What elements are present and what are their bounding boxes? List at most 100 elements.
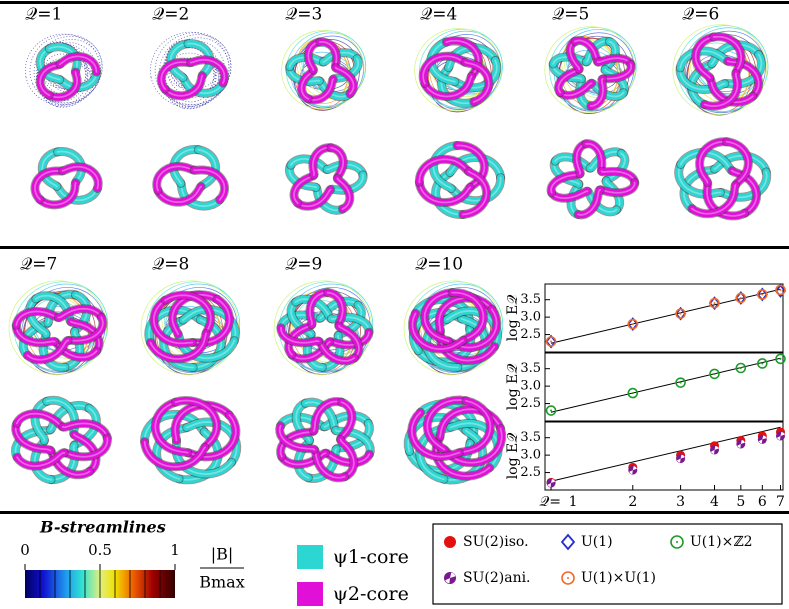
marker-dot [676, 541, 678, 543]
knot-tube [566, 37, 583, 73]
knot-highlight [577, 189, 602, 216]
knot-tube [141, 438, 209, 471]
knot-tube [45, 68, 81, 101]
plot-frame [544, 352, 784, 422]
panel-label: 𝒬=7 [20, 255, 57, 275]
streamline [544, 26, 636, 114]
knot-tube [680, 165, 719, 213]
x-tick-label: 3 [676, 494, 685, 510]
marker-dot [779, 357, 782, 360]
knot-tube [288, 338, 334, 363]
knot-tube [451, 56, 501, 92]
marker-dot [713, 372, 716, 375]
knot-tube [432, 169, 467, 218]
marker-diamond [735, 291, 747, 305]
marker-ring [545, 405, 557, 416]
x-tick-label: 1 [569, 494, 578, 510]
x-tick-label: 2 [628, 494, 637, 510]
knot-highlight [189, 58, 226, 84]
knot-tube [304, 75, 337, 104]
knot-highlight [61, 165, 100, 190]
plot-frame [544, 421, 784, 491]
knot [30, 147, 103, 210]
marker [676, 454, 686, 464]
knot-tube [421, 72, 475, 101]
knot-highlight [307, 448, 338, 480]
marker [675, 377, 686, 388]
marker-dot [739, 366, 742, 369]
knot-tube [309, 144, 335, 179]
knot-tube [154, 183, 205, 206]
marker-dot [631, 323, 634, 326]
x-axis-label: 𝒬= [539, 494, 561, 510]
y-tick-label: 2.5 [520, 465, 541, 480]
knot-tube [151, 398, 192, 457]
knot [675, 32, 766, 111]
knot-highlight [295, 402, 311, 442]
marker [756, 287, 768, 302]
knot [284, 143, 368, 215]
streamline [672, 24, 768, 115]
marker-wedge [762, 435, 767, 440]
marker [757, 289, 768, 300]
knot-highlight [34, 400, 48, 442]
knot-highlight [164, 294, 212, 335]
marker-wedge [776, 435, 781, 440]
marker-wedge [737, 443, 741, 449]
knot-highlight [703, 72, 739, 107]
knot-highlight [280, 452, 327, 466]
marker-ring [735, 292, 747, 304]
marker-dot [550, 409, 553, 412]
knot-highlight [589, 78, 604, 107]
knot-highlight [152, 299, 194, 345]
knot [35, 42, 101, 102]
knot-tube [427, 38, 459, 86]
marker-dot [739, 296, 742, 299]
top-rule [0, 1, 789, 4]
streamline [33, 35, 103, 104]
marker [710, 445, 720, 455]
knot-tube [419, 52, 469, 88]
knot-highlight [312, 400, 343, 432]
knot-tube [292, 399, 313, 444]
knot-highlight [278, 424, 316, 451]
marker-diamond [708, 296, 721, 311]
knot-tube [442, 37, 483, 80]
knot-highlight [679, 151, 733, 172]
knot [140, 395, 242, 485]
legend-label: SU(2)iso. [463, 534, 529, 550]
knot-highlight [309, 291, 329, 326]
panel-label: 𝒬=6 [682, 5, 719, 25]
knot-tube [594, 54, 635, 68]
knot-highlight [143, 440, 206, 468]
knot-highlight [411, 312, 465, 350]
marker [708, 296, 721, 311]
knot-highlight [339, 438, 355, 478]
marker-dot [567, 577, 569, 579]
knot-tube [321, 411, 372, 431]
knot-tube [310, 397, 346, 435]
knot-highlight [445, 39, 480, 78]
colorbar-label-num: |B| [211, 545, 234, 564]
knot-highlight [155, 165, 195, 192]
streamline [37, 42, 87, 101]
knot-highlight [679, 67, 726, 91]
knot-tube [161, 291, 215, 337]
knot [418, 36, 502, 108]
knot-tube [161, 72, 206, 100]
knot-tube [455, 397, 494, 457]
knot-highlight [15, 324, 56, 344]
marker [757, 434, 767, 444]
marker [735, 292, 747, 304]
knot [11, 289, 108, 372]
knot-highlight [330, 316, 370, 334]
knot-highlight [157, 185, 202, 203]
knot-highlight [447, 46, 497, 69]
legend-marker [670, 535, 684, 549]
knot-highlight [706, 181, 746, 217]
knot-tube [64, 313, 107, 345]
knot-highlight [679, 50, 729, 69]
knot-tube [318, 331, 344, 371]
knot-tube [708, 41, 763, 68]
marker-dot [679, 312, 682, 315]
